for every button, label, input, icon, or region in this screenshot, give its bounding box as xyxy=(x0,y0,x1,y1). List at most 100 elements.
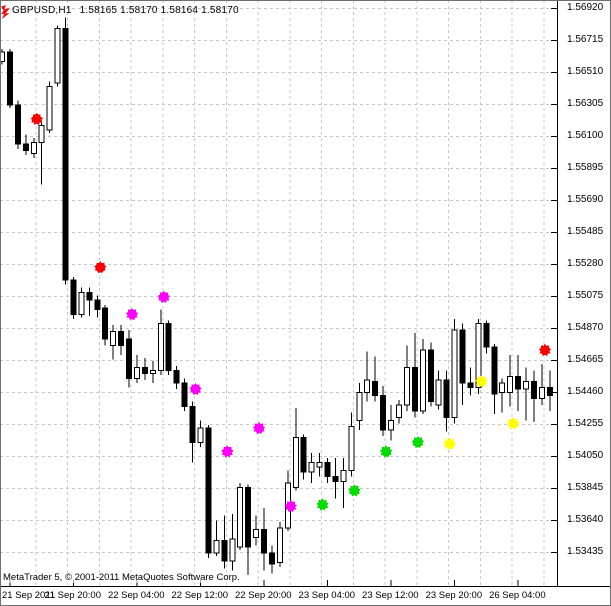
candle xyxy=(530,370,537,422)
candle xyxy=(435,370,442,410)
candle xyxy=(70,276,77,319)
candle-body xyxy=(0,51,5,62)
candle-body xyxy=(94,299,101,311)
candle xyxy=(276,521,283,568)
candle-body xyxy=(364,379,371,393)
candle-body xyxy=(237,487,244,548)
candle xyxy=(118,325,125,355)
candle xyxy=(62,17,69,285)
candle-body xyxy=(268,552,275,565)
candle-body xyxy=(245,487,252,548)
candle-body xyxy=(499,382,506,393)
candle-body xyxy=(538,387,545,400)
candle-body xyxy=(181,382,188,407)
candle xyxy=(213,520,220,557)
candle xyxy=(364,351,371,402)
candle-body xyxy=(38,124,45,144)
candle xyxy=(308,453,315,483)
price-chart[interactable] xyxy=(0,0,557,587)
candle xyxy=(133,354,140,383)
candle xyxy=(149,361,156,383)
candle-body xyxy=(157,323,164,371)
candle xyxy=(6,48,13,109)
candle xyxy=(380,386,387,437)
price-axis-label: 1.54255 xyxy=(567,418,604,430)
candle xyxy=(443,370,450,432)
price-axis-label: 1.55690 xyxy=(567,194,604,206)
candle xyxy=(165,320,172,376)
signal-dot xyxy=(316,498,329,511)
candle xyxy=(22,134,29,156)
candle-body xyxy=(396,404,402,418)
candle xyxy=(284,470,291,532)
candle-body xyxy=(54,28,61,84)
candle xyxy=(324,457,331,483)
candle xyxy=(141,357,148,380)
candle-body xyxy=(149,369,156,375)
signal-dot xyxy=(380,445,393,458)
symbol-timeframe-label: GBPUSD,H1 xyxy=(12,5,72,16)
signal-dot xyxy=(30,112,43,125)
candle-body xyxy=(110,330,117,346)
candle xyxy=(316,453,323,477)
copyright-label: MetaTrader 5, © 2001-2011 MetaQuotes Sof… xyxy=(3,572,240,583)
signal-dot xyxy=(253,422,266,434)
time-axis-label: 23 Sep 12:00 xyxy=(362,590,419,601)
candle xyxy=(30,137,37,159)
candle-body xyxy=(475,323,482,389)
quote-ohlc-label: 1.58165 1.58170 1.58164 1.58170 xyxy=(79,5,239,16)
candle-body xyxy=(443,379,450,418)
candle xyxy=(538,364,545,405)
signal-dot xyxy=(507,417,520,430)
candle-body xyxy=(141,366,148,375)
time-axis-line xyxy=(0,586,611,587)
price-axis-label: 1.55075 xyxy=(567,290,604,302)
candle-body xyxy=(530,380,537,400)
candle xyxy=(491,343,498,415)
candle xyxy=(189,401,196,463)
candle xyxy=(499,378,506,413)
time-axis-label: 21 Sep 2011 xyxy=(2,590,56,601)
price-axis-label: 1.56920 xyxy=(567,2,604,14)
price-axis-label: 1.53845 xyxy=(567,482,604,494)
candle xyxy=(348,412,355,477)
candle-body xyxy=(205,427,212,554)
candle-body xyxy=(14,104,21,145)
candle xyxy=(459,323,466,405)
candle xyxy=(388,404,395,441)
candle-body xyxy=(388,419,395,431)
candle xyxy=(110,325,117,360)
signal-dot xyxy=(221,445,234,458)
candle xyxy=(46,81,53,134)
signal-dot xyxy=(443,437,456,450)
candle xyxy=(523,367,530,421)
candle xyxy=(157,309,164,376)
candle-body xyxy=(340,469,347,482)
time-axis-label: 21 Sep 20:00 xyxy=(44,590,101,601)
candle-body xyxy=(316,462,323,468)
candle-body xyxy=(546,387,553,396)
candle xyxy=(54,25,61,87)
price-axis-label: 1.53435 xyxy=(567,546,604,558)
candle-body xyxy=(411,366,418,412)
candle xyxy=(396,400,402,424)
candle xyxy=(86,287,93,316)
price-axis-label: 1.54870 xyxy=(567,322,604,334)
candle xyxy=(102,304,109,346)
candle xyxy=(467,367,474,396)
price-axis-label: 1.56715 xyxy=(567,34,604,46)
candle xyxy=(427,342,434,407)
signal-dot xyxy=(348,484,361,497)
candles xyxy=(0,17,553,575)
candle-body xyxy=(372,380,379,396)
price-axis-line xyxy=(557,0,558,587)
candle xyxy=(451,318,458,424)
candle-body xyxy=(515,376,522,390)
candle-body xyxy=(22,143,29,151)
price-axis-label: 1.56510 xyxy=(567,66,604,78)
candle-body xyxy=(356,391,363,421)
candle-body xyxy=(118,330,125,346)
candle xyxy=(292,407,299,491)
candle xyxy=(507,354,514,407)
